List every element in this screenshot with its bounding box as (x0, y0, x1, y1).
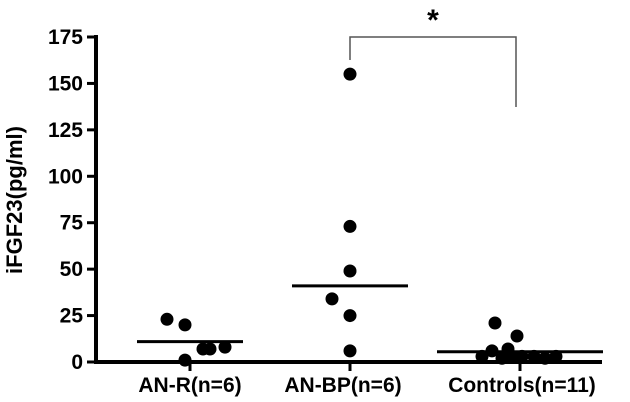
y-tick-label: 75 (60, 212, 84, 235)
data-point (488, 316, 502, 330)
data-point (343, 67, 357, 81)
y-axis-title: iFGF23(pg/ml) (2, 126, 27, 274)
data-point (343, 344, 357, 358)
data-point (160, 312, 174, 326)
x-category-label: Controls(n=11) (448, 374, 596, 397)
significance-star: * (427, 4, 439, 37)
significance-annotation: * (349, 4, 517, 107)
y-tick-label: 0 (71, 351, 83, 374)
data-point (343, 219, 357, 233)
mean-lines (137, 284, 603, 354)
data-point (203, 342, 217, 356)
data-point (178, 318, 192, 332)
axes (94, 35, 602, 364)
data-point (495, 351, 509, 365)
data-point (343, 309, 357, 323)
y-ticks: 0 25 50 75 100 125 150 175 (48, 26, 96, 374)
significance-bracket (349, 36, 517, 107)
y-tick-label: 100 (48, 165, 83, 188)
y-tick-label: 125 (48, 119, 83, 142)
y-tick-label: 50 (60, 258, 83, 281)
data-point (218, 340, 232, 354)
data-point (510, 329, 524, 343)
y-tick-label: 25 (60, 305, 84, 328)
data-point (343, 264, 357, 278)
x-category-label: AN-BP(n=6) (284, 374, 401, 397)
y-tick-label: 175 (48, 26, 83, 49)
data-point (325, 292, 339, 306)
category-labels: AN-R(n=6) AN-BP(n=6) Controls(n=11) (138, 362, 596, 397)
data-points (160, 67, 563, 367)
y-tick-label: 150 (48, 72, 83, 95)
data-point (178, 353, 192, 367)
x-category-label: AN-R(n=6) (138, 374, 241, 397)
data-point (538, 351, 552, 365)
